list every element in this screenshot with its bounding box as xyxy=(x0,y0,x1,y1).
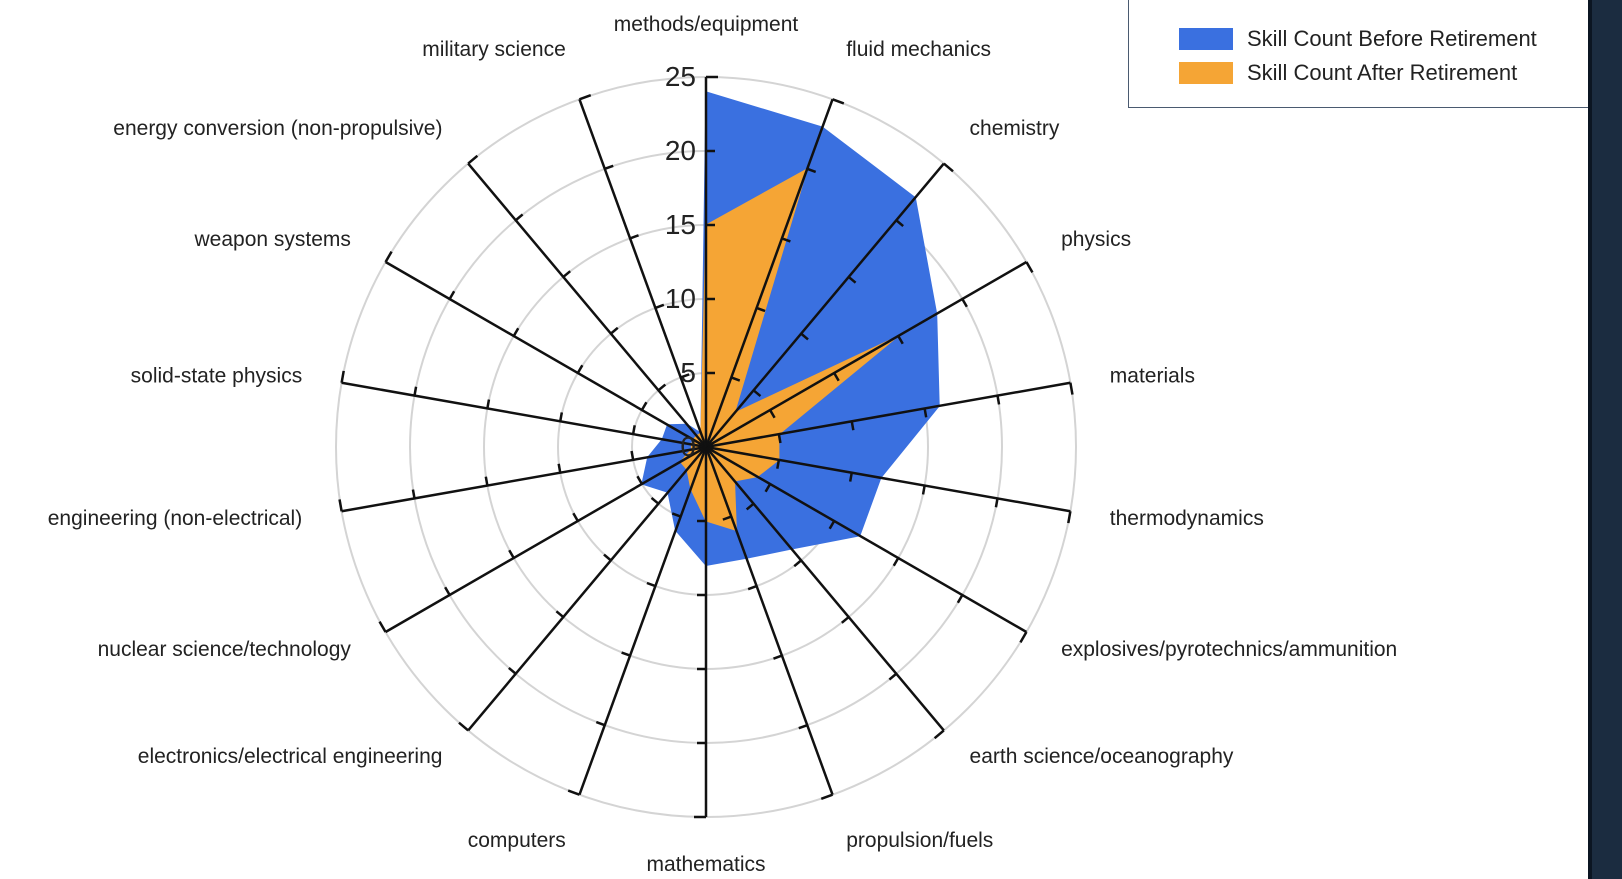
legend-swatch-before xyxy=(1179,28,1233,50)
axis-tick xyxy=(998,396,1000,405)
axis-tick xyxy=(944,164,953,172)
radial-tick-label: 0 xyxy=(680,431,696,462)
axis-tick xyxy=(414,387,416,396)
axis-tick xyxy=(632,451,634,460)
axis-tick xyxy=(799,725,807,728)
legend-swatch-after xyxy=(1179,62,1233,84)
category-label: engineering (non-electrical) xyxy=(48,507,302,530)
axis-tick xyxy=(962,299,967,307)
legend-label-after: Skill Count After Retirement xyxy=(1247,60,1517,86)
axis-tick xyxy=(622,653,630,656)
axis-tick xyxy=(652,498,659,504)
radial-tick-label: 15 xyxy=(665,209,696,240)
legend-item-before: Skill Count Before Retirement xyxy=(1179,26,1537,52)
category-label: nuclear science/technology xyxy=(98,638,352,661)
axis-tick xyxy=(658,385,665,391)
axis-tick xyxy=(563,271,570,277)
axis-tick xyxy=(568,791,579,795)
radial-tick-label: 25 xyxy=(665,61,696,92)
axis-tick xyxy=(516,214,523,220)
axis-tick xyxy=(958,595,963,603)
axis-tick xyxy=(996,498,998,507)
axis-tick xyxy=(637,476,642,484)
axis-tick xyxy=(468,156,477,164)
category-label: earth science/oceanography xyxy=(970,745,1234,768)
axis-tick xyxy=(773,656,781,659)
category-label: military science xyxy=(422,38,566,61)
axis-tick xyxy=(655,305,663,308)
category-label: electronics/electrical engineering xyxy=(138,745,443,768)
axis-tick xyxy=(560,412,562,421)
category-label: materials xyxy=(1110,364,1195,387)
axis-tick xyxy=(779,434,781,443)
axis-tick xyxy=(923,486,925,495)
axis-tick xyxy=(380,622,386,632)
axis-tick xyxy=(605,166,613,169)
axis-tick xyxy=(748,586,756,589)
axis-tick xyxy=(794,560,801,566)
axis-tick xyxy=(777,460,779,469)
category-label: solid-state physics xyxy=(131,364,303,387)
radial-tick-label: 20 xyxy=(665,135,696,166)
axis-tick xyxy=(486,477,488,486)
axis-tick xyxy=(642,402,647,410)
axis-spoke xyxy=(468,447,706,730)
category-label: methods/equipment xyxy=(614,13,799,36)
category-label: mathematics xyxy=(646,853,765,876)
axis-tick xyxy=(1026,262,1032,272)
axis-tick xyxy=(596,722,604,725)
chart-legend: Skill Count Before Retirement Skill Coun… xyxy=(1128,0,1601,108)
category-label: energy conversion (non-propulsive) xyxy=(113,117,442,140)
axis-tick xyxy=(611,328,618,334)
axis-tick xyxy=(578,365,583,373)
axis-tick xyxy=(647,583,655,586)
axis-tick xyxy=(559,464,561,473)
legend-item-after: Skill Count After Retirement xyxy=(1179,60,1517,86)
axis-tick xyxy=(514,328,519,336)
radial-tick-label: 10 xyxy=(665,283,696,314)
axis-tick xyxy=(459,723,468,731)
axis-tick xyxy=(1068,511,1070,523)
axis-tick xyxy=(842,617,849,623)
axis-tick xyxy=(450,291,455,299)
axis-tick xyxy=(894,558,899,566)
axis-tick xyxy=(445,587,450,595)
axis-tick xyxy=(604,555,611,561)
category-label: explosives/pyrotechnics/ammunition xyxy=(1061,638,1397,661)
radar-axes xyxy=(340,77,1073,817)
axis-tick xyxy=(630,235,638,238)
axis-tick xyxy=(925,408,927,417)
radial-tick-label: 5 xyxy=(680,357,696,388)
axis-tick xyxy=(821,795,832,799)
category-label: computers xyxy=(468,829,566,852)
axis-tick xyxy=(342,371,344,383)
axis-tick xyxy=(633,425,635,434)
axis-tick xyxy=(579,95,590,99)
axis-tick xyxy=(935,730,944,738)
category-label: physics xyxy=(1061,228,1131,251)
category-label: chemistry xyxy=(970,117,1060,140)
axis-tick xyxy=(1070,383,1072,395)
axis-tick xyxy=(889,674,896,680)
axis-tick xyxy=(556,611,563,617)
category-label: fluid mechanics xyxy=(846,38,991,61)
axis-tick xyxy=(386,252,392,262)
category-label: thermodynamics xyxy=(1110,507,1264,530)
category-label: propulsion/fuels xyxy=(846,829,993,852)
axis-tick xyxy=(833,99,844,103)
axis-tick xyxy=(413,490,415,499)
axis-tick xyxy=(340,499,342,511)
axis-tick xyxy=(850,473,852,482)
axis-tick xyxy=(487,400,489,409)
category-label: weapon systems xyxy=(194,228,351,251)
axis-tick xyxy=(573,513,578,521)
window-side-panel xyxy=(1592,0,1622,879)
axis-tick xyxy=(1020,632,1026,642)
legend-label-before: Skill Count Before Retirement xyxy=(1247,26,1537,52)
axis-tick xyxy=(852,421,854,430)
axis-tick xyxy=(509,668,516,674)
axis-tick xyxy=(509,550,514,558)
